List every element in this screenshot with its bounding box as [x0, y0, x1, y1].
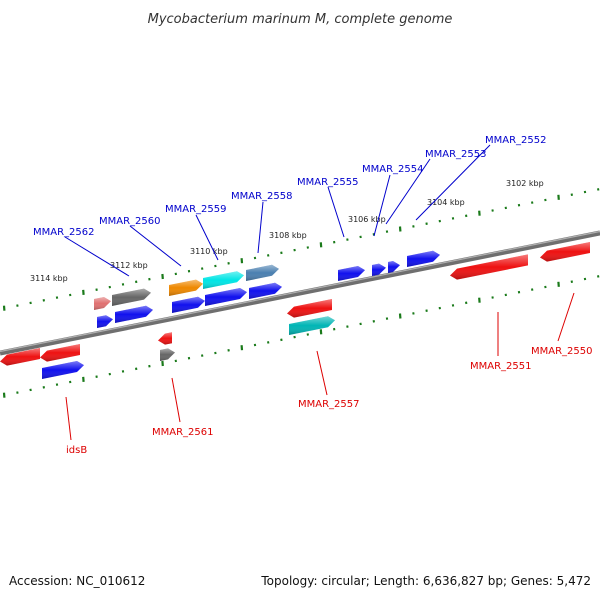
gene-arrow-mmar-2553-shade [388, 261, 400, 273]
tick-track-upper [2, 188, 600, 311]
gene-arrow-mmar-2554 [372, 263, 386, 276]
gene-mmar-2557-part [289, 316, 335, 335]
gene-arrow-mmar-2552 [407, 250, 440, 267]
gene-arrow-shade [249, 282, 282, 299]
leader-mmar-2560 [129, 225, 182, 267]
leader-mmar-2557 [316, 350, 328, 396]
genome-backbone-highlight [0, 230, 600, 353]
gene-mmar-2559 [203, 271, 244, 289]
gene-mmar-2559-shade [203, 271, 244, 289]
leader-mmar-2562 [64, 236, 130, 277]
gene-arrow-mmar-2552-shade [407, 250, 440, 267]
tick-track-lower [2, 275, 600, 398]
gene-arrow-mmar-2555 [338, 266, 365, 281]
genome-backbone [0, 230, 600, 356]
gene-arrow [0, 348, 40, 366]
gene-arrow-shade [42, 361, 84, 379]
leader-mmar-2558 [257, 201, 264, 254]
gene-mmar-2558 [246, 264, 279, 281]
leader-mmar-2552 [415, 144, 491, 221]
gene-arrow-mmar-2550 [540, 242, 590, 262]
gene-arrow [249, 282, 282, 299]
gene-features [0, 242, 590, 379]
reverse-gene-labels [65, 292, 575, 441]
leader-idsb [65, 396, 72, 441]
gene-arrow [158, 332, 172, 345]
gene-arrow [115, 305, 153, 323]
scale-label-3110: 3110 kbp [190, 247, 228, 256]
scale-label-3104: 3104 kbp [427, 198, 465, 207]
genome-summary-text: Topology: circular; Length: 6,636,827 bp… [260, 574, 591, 588]
gene-mmar-2562 [112, 288, 151, 306]
label-mmar-2553: MMAR_2553 [425, 149, 487, 160]
label-idsb: idsB [66, 445, 87, 456]
gene-arrow-shade [172, 296, 205, 313]
label-mmar-2551: MMAR_2551 [470, 361, 532, 372]
gene-arrow-shade [0, 348, 40, 366]
gene-arrow-shade [97, 315, 113, 328]
gene-arrow [42, 361, 84, 379]
leader-mmar-2559 [195, 214, 219, 261]
label-mmar-2562: MMAR_2562 [33, 227, 95, 238]
gene-arrow [172, 296, 205, 313]
label-mmar-2559: MMAR_2559 [165, 204, 227, 215]
gene-arrow-idsb-shade [40, 344, 80, 362]
gene-arrow-mmar-2557-shade [287, 299, 332, 318]
label-mmar-2557: MMAR_2557 [298, 399, 360, 410]
gene-mmar-2561-shade [160, 348, 175, 361]
leader-mmar-2561 [171, 377, 181, 423]
gene-arrow-mmar-2550-shade [540, 242, 590, 262]
gene-arrow-mmar-2557 [287, 299, 332, 318]
label-mmar-2554: MMAR_2554 [362, 164, 424, 175]
label-mmar-2552: MMAR_2552 [485, 135, 547, 146]
gene-arrow-mmar-2551-shade [450, 254, 528, 280]
genome-title: Mycobacterium marinum M, complete genome [148, 12, 453, 27]
leader-mmar-2553 [385, 158, 431, 225]
forward-gene-labels [64, 144, 491, 277]
gene-mmar-2560-shade [169, 279, 203, 296]
label-mmar-2560: MMAR_2560 [99, 216, 161, 227]
gene-mmar-2557-part-shade [289, 316, 335, 335]
scale-label-3112: 3112 kbp [110, 261, 148, 270]
label-mmar-2555: MMAR_2555 [297, 177, 359, 188]
leader-mmar-2554 [373, 174, 391, 237]
gene-arrow [205, 288, 247, 306]
gene-pseudo-shade [94, 297, 111, 310]
accession-text: Accession: NC_010612 [9, 574, 145, 588]
gene-arrow-mmar-2555-shade [338, 266, 365, 281]
gene-arrow-mmar-2554-shade [372, 263, 386, 276]
gene-mmar-2560 [169, 279, 203, 296]
gene-arrow [97, 315, 113, 328]
label-mmar-2561: MMAR_2561 [152, 427, 214, 438]
gene-pseudo [94, 297, 111, 310]
scale-label-3102: 3102 kbp [506, 179, 544, 188]
gene-arrow-mmar-2551 [450, 254, 528, 280]
scale-label-3114: 3114 kbp [30, 274, 68, 283]
label-mmar-2558: MMAR_2558 [231, 191, 293, 202]
leader-mmar-2550 [557, 292, 575, 342]
gene-arrow-mmar-2553 [388, 261, 400, 273]
leader-mmar-2555 [327, 186, 345, 238]
scale-label-3108: 3108 kbp [269, 231, 307, 240]
gene-mmar-2558-shade [246, 264, 279, 281]
gene-mmar-2562-shade [112, 288, 151, 306]
gene-arrow-shade [115, 305, 153, 323]
gene-arrow-shade [205, 288, 247, 306]
label-mmar-2550: MMAR_2550 [531, 346, 593, 357]
gene-mmar-2561 [160, 348, 175, 361]
gene-arrow-shade [158, 332, 172, 345]
scale-label-3106: 3106 kbp [348, 215, 386, 224]
gene-arrow-idsb [40, 344, 80, 362]
